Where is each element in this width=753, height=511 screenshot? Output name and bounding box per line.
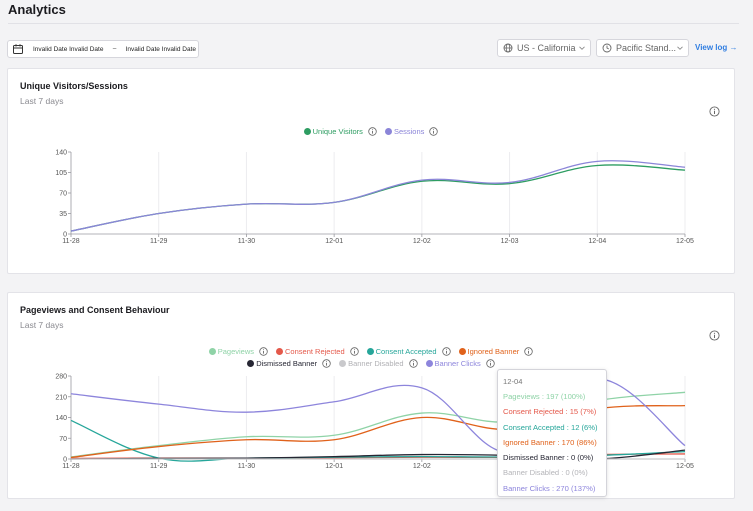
info-icon[interactable] (349, 347, 359, 356)
card-subtitle: Last 7 days (20, 96, 64, 106)
legend-label: Sessions (393, 127, 425, 136)
tooltip-row: Consent Accepted : 12 (6%) (503, 422, 598, 432)
legend-dot (366, 348, 374, 355)
tooltip-row: Pageviews : 197 (100%) (503, 392, 586, 401)
y-tick-label: 35 (59, 211, 67, 218)
pageviews-consent-card: Pageviews and Consent Behaviour Last 7 d… (7, 292, 735, 499)
legend-label: Ignored Banner (467, 347, 520, 356)
legend-label: Banner Disabled (348, 359, 404, 368)
x-tick-label: 12-05 (676, 238, 694, 245)
x-tick-label: 11-28 (62, 463, 79, 470)
x-tick-label: 12-05 (676, 463, 694, 470)
series-line-sessions (70, 160, 686, 232)
legend-dot (384, 128, 392, 135)
legend-item-consent-rejected[interactable]: Consent Rejected (276, 347, 359, 356)
calendar-icon (13, 44, 23, 54)
y-tick-label: 70 (59, 436, 67, 443)
legend-label: Pageviews (217, 347, 255, 356)
y-tick-label: 210 (55, 394, 67, 401)
chart-tooltip: 12-04 Pageviews : 197 (100%) Consent Reje… (497, 369, 607, 497)
view-log-link[interactable]: View log → (695, 43, 738, 52)
legend-dot (425, 360, 433, 367)
x-tick-label: 11-29 (150, 238, 167, 245)
x-tick-label: 12-02 (413, 238, 431, 245)
info-icon[interactable] (709, 330, 720, 341)
info-icon[interactable] (486, 359, 495, 368)
date-end[interactable]: Invalid Date Invalid Date (125, 45, 197, 53)
x-tick-label: 11-29 (150, 463, 167, 470)
tooltip-row: Banner Disabled : 0 (0%) (503, 468, 588, 478)
tooltip-title: 12-04 (503, 377, 523, 386)
chart-legend-row-1: Pageviews Consent Rejected Consent Accepte… (8, 347, 734, 356)
date-separator: ~ (112, 45, 117, 53)
legend-item-dismissed-banner[interactable]: Dismissed Banner (247, 359, 331, 368)
info-icon[interactable] (524, 347, 533, 356)
location-select[interactable]: US - California (497, 39, 591, 57)
info-icon[interactable] (441, 347, 451, 356)
card-subtitle: Last 7 days (20, 320, 64, 330)
x-tick-label: 11-30 (238, 238, 255, 245)
info-icon[interactable] (429, 127, 439, 136)
chart-legend: Unique Visitors Sessions (8, 127, 734, 136)
legend-item-sessions[interactable]: Sessions (384, 127, 439, 136)
y-tick-label: 0 (63, 232, 67, 239)
y-tick-label: 105 (55, 170, 67, 177)
legend-dot (458, 348, 466, 355)
x-tick-label: 12-01 (325, 238, 343, 245)
chevron-down-icon (579, 46, 585, 50)
legend-dot (247, 360, 255, 367)
info-icon[interactable] (259, 347, 268, 356)
chart-legend-row-2: Dismissed Banner Banner Disabled Banner Cl… (8, 359, 734, 368)
card-title: Unique Visitors/Sessions (20, 81, 128, 91)
tooltip-row: Ignored Banner : 170 (86%) (503, 437, 597, 447)
date-range-picker[interactable]: Invalid Date Invalid Date ~ Invalid Date… (7, 40, 199, 58)
legend-label: Banner Clicks (434, 359, 481, 368)
globe-icon (503, 43, 513, 53)
date-start[interactable]: Invalid Date Invalid Date (33, 45, 104, 53)
x-tick-label: 12-01 (325, 463, 343, 470)
y-tick-label: 280 (55, 374, 67, 381)
legend-label: Consent Rejected (285, 347, 345, 356)
legend-dot (339, 360, 347, 367)
info-icon[interactable] (408, 359, 418, 368)
x-tick-label: 12-02 (413, 463, 431, 470)
legend-item-pageviews[interactable]: Pageviews (208, 347, 268, 356)
card-title: Pageviews and Consent Behaviour (20, 305, 170, 315)
tooltip-row: Consent Rejected : 15 (7%) (503, 407, 597, 417)
info-icon[interactable] (709, 106, 720, 117)
legend-item-consent-accepted[interactable]: Consent Accepted (366, 347, 451, 356)
x-tick-label: 11-28 (62, 238, 79, 245)
legend-label: Unique Visitors (312, 127, 363, 136)
legend-dot (208, 348, 216, 355)
y-tick-label: 0 (63, 457, 67, 464)
legend-label: Dismissed Banner (256, 359, 318, 368)
x-tick-label: 12-03 (501, 238, 519, 245)
legend-label: Consent Accepted (375, 347, 437, 356)
legend-dot (303, 128, 311, 135)
info-icon[interactable] (322, 359, 331, 368)
series-line-unique-visitors (70, 164, 686, 232)
y-tick-label: 140 (55, 415, 67, 422)
timezone-select[interactable]: Pacific Stand... (596, 39, 689, 57)
info-icon[interactable] (368, 127, 377, 136)
legend-item-banner-disabled[interactable]: Banner Disabled (339, 359, 418, 368)
tooltip-row: Dismissed Banner : 0 (0%) (503, 453, 594, 463)
legend-item-banner-clicks[interactable]: Banner Clicks (425, 359, 495, 368)
location-value: US - California (517, 43, 576, 53)
tooltip-row: Banner Clicks : 270 (137%) (503, 483, 596, 493)
y-tick-label: 140 (55, 150, 67, 157)
clock-icon (602, 43, 612, 53)
visitors-sessions-card: Unique Visitors/Sessions Last 7 days Uni… (7, 68, 735, 274)
title-divider (8, 23, 739, 24)
x-tick-label: 12-04 (588, 238, 606, 245)
chevron-down-icon (677, 46, 683, 50)
x-tick-label: 11-30 (238, 463, 255, 470)
y-tick-label: 70 (59, 191, 67, 198)
timezone-value: Pacific Stand... (616, 43, 677, 53)
legend-item-unique-visitors[interactable]: Unique Visitors (303, 127, 377, 136)
page-title: Analytics (8, 2, 66, 17)
legend-dot (276, 348, 284, 355)
legend-item-ignored-banner[interactable]: Ignored Banner (458, 347, 534, 356)
